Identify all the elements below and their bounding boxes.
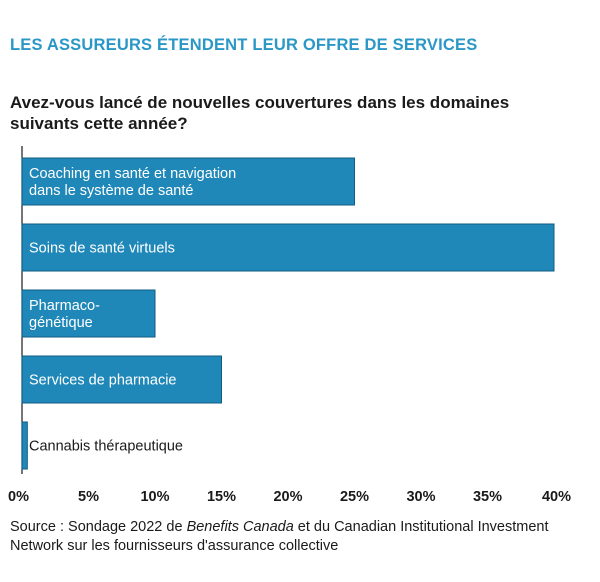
bar-4: [21, 421, 28, 470]
x-tick-5: 5%: [78, 489, 99, 505]
x-tick-25: 25%: [340, 489, 369, 505]
bar-label-3-0: Services de pharmacie: [29, 373, 177, 389]
x-tick-40: 40%: [542, 489, 571, 505]
x-tick-30: 30%: [406, 489, 435, 505]
chart-headline: LES ASSUREURS ÉTENDENT LEUR OFFRE DE SER…: [10, 36, 478, 54]
source-prefix: Source : Sondage 2022 de: [10, 519, 187, 535]
bar-label-0-1: dans le système de santé: [29, 183, 193, 199]
bar-3: [21, 355, 222, 404]
x-tick-labels: 0% 5% 10% 15% 20% 25% 30% 35% 40%: [8, 489, 571, 505]
x-tick-35: 35%: [473, 489, 502, 505]
x-tick-10: 10%: [140, 489, 169, 505]
bar-label-2-1: génétique: [29, 315, 93, 331]
bar-2: [21, 289, 156, 338]
x-tick-15: 15%: [207, 489, 236, 505]
bar-label-2-0: Pharmaco-: [29, 298, 100, 314]
bar-1: [21, 223, 555, 272]
bar-label-1-0: Soins de santé virtuels: [29, 241, 175, 257]
source-suffix: et du Canadian Institutional Investment …: [10, 519, 549, 554]
bar-0: [21, 157, 355, 206]
bar-label-0-0: Coaching en santé et navigation: [29, 166, 236, 182]
x-tick-0: 0%: [8, 489, 29, 505]
source-note: Source : Sondage 2022 de Benefits Canada…: [10, 518, 590, 556]
source-publication: Benefits Canada: [186, 519, 294, 535]
survey-question: Avez-vous lancé de nouvelles couvertures…: [10, 93, 510, 133]
bar-label-4-0: Cannabis thérapeutique: [29, 439, 183, 455]
x-tick-20: 20%: [273, 489, 302, 505]
